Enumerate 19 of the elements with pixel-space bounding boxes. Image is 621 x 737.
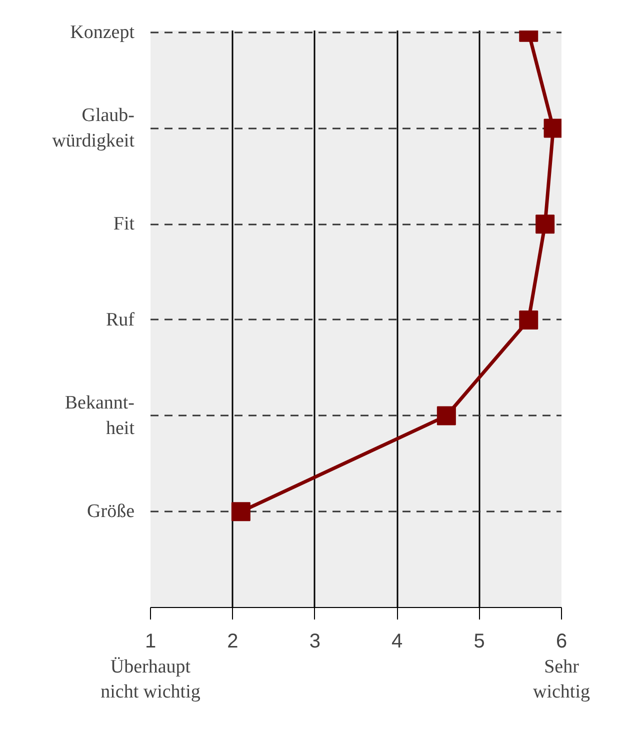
x-tick-label: 1 <box>144 630 156 652</box>
point <box>231 502 250 522</box>
point <box>519 310 538 330</box>
y-tick-label: Größe <box>87 501 135 522</box>
y-tick-label: Bekannt- heit <box>64 392 136 439</box>
y-tick-label: Fit <box>113 214 136 235</box>
text: Sehr wichtig <box>533 656 590 703</box>
point <box>544 118 562 138</box>
x-tick-label: 3 <box>309 630 320 652</box>
x-tick-label: 5 <box>474 630 485 652</box>
x-tick-label: 4 <box>392 630 403 652</box>
y-tick-label: Glaub- würdigkeit <box>52 105 136 152</box>
point <box>436 406 456 426</box>
point <box>536 214 555 234</box>
text: Überhaupt nicht wichtig <box>100 656 201 703</box>
x-tick-label: 6 <box>556 630 568 652</box>
y-tick-label: Ruf <box>106 309 136 330</box>
y-tick-label: Konzept <box>70 22 136 43</box>
x-tick-label: 2 <box>227 630 238 652</box>
